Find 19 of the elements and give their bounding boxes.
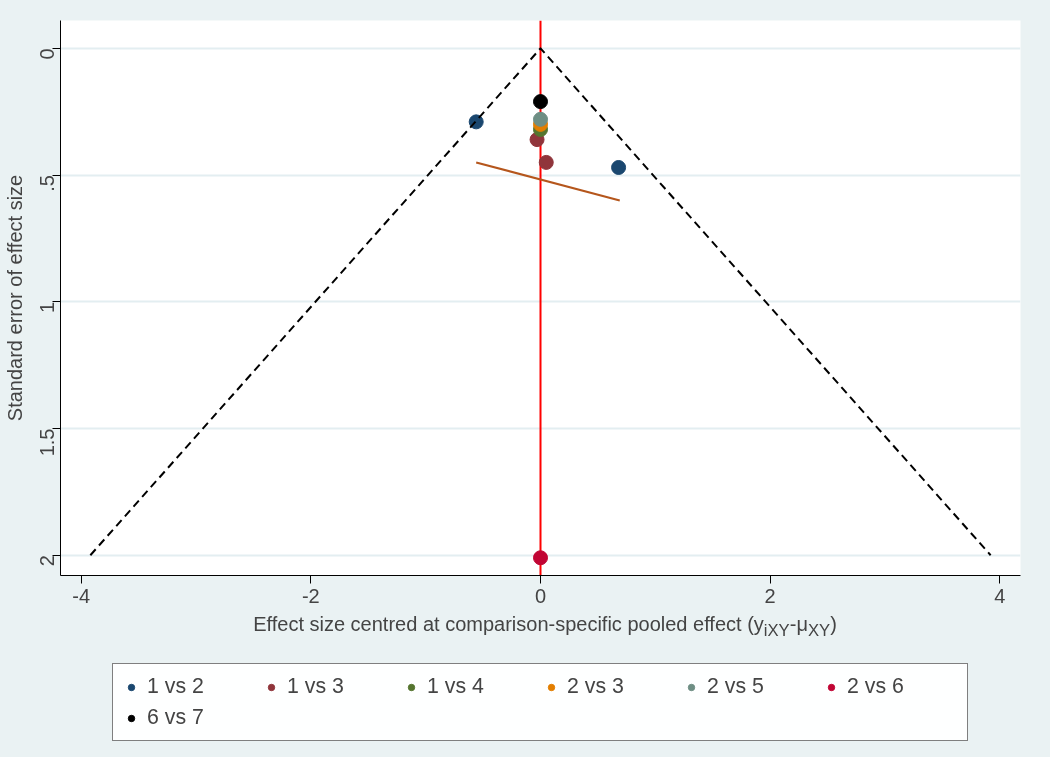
- x-tick-label: 0: [534, 584, 547, 607]
- y-tick-label: 1.5: [36, 428, 59, 457]
- legend-label: 6 vs 7: [147, 705, 205, 730]
- y-tick-label: 1: [36, 301, 59, 313]
- x-tick-label: -4: [72, 584, 91, 607]
- legend-label: 2 vs 6: [847, 674, 905, 699]
- y-tick-label: 0: [36, 48, 59, 60]
- x-axis-title: Effect size centred at comparison-specific pooled effect (y$_{iXY}$-μ$_{XY}$): [253, 612, 837, 642]
- legend-label: 2 vs 3: [567, 674, 625, 699]
- legend-label: 1 vs 2: [147, 674, 205, 699]
- x-tick-label: 4: [994, 584, 1006, 607]
- y-tick-label: 2: [36, 555, 59, 567]
- legend-label: 1 vs 3: [287, 674, 345, 699]
- x-tick-label: 2: [764, 584, 776, 607]
- x-tick-label: -2: [301, 584, 320, 607]
- y-tick-label: .5: [36, 175, 59, 192]
- legend-label: 1 vs 4: [427, 674, 485, 699]
- y-axis-title: Standard error of effect size: [3, 174, 26, 422]
- legend-label: 2 vs 5: [707, 674, 765, 699]
